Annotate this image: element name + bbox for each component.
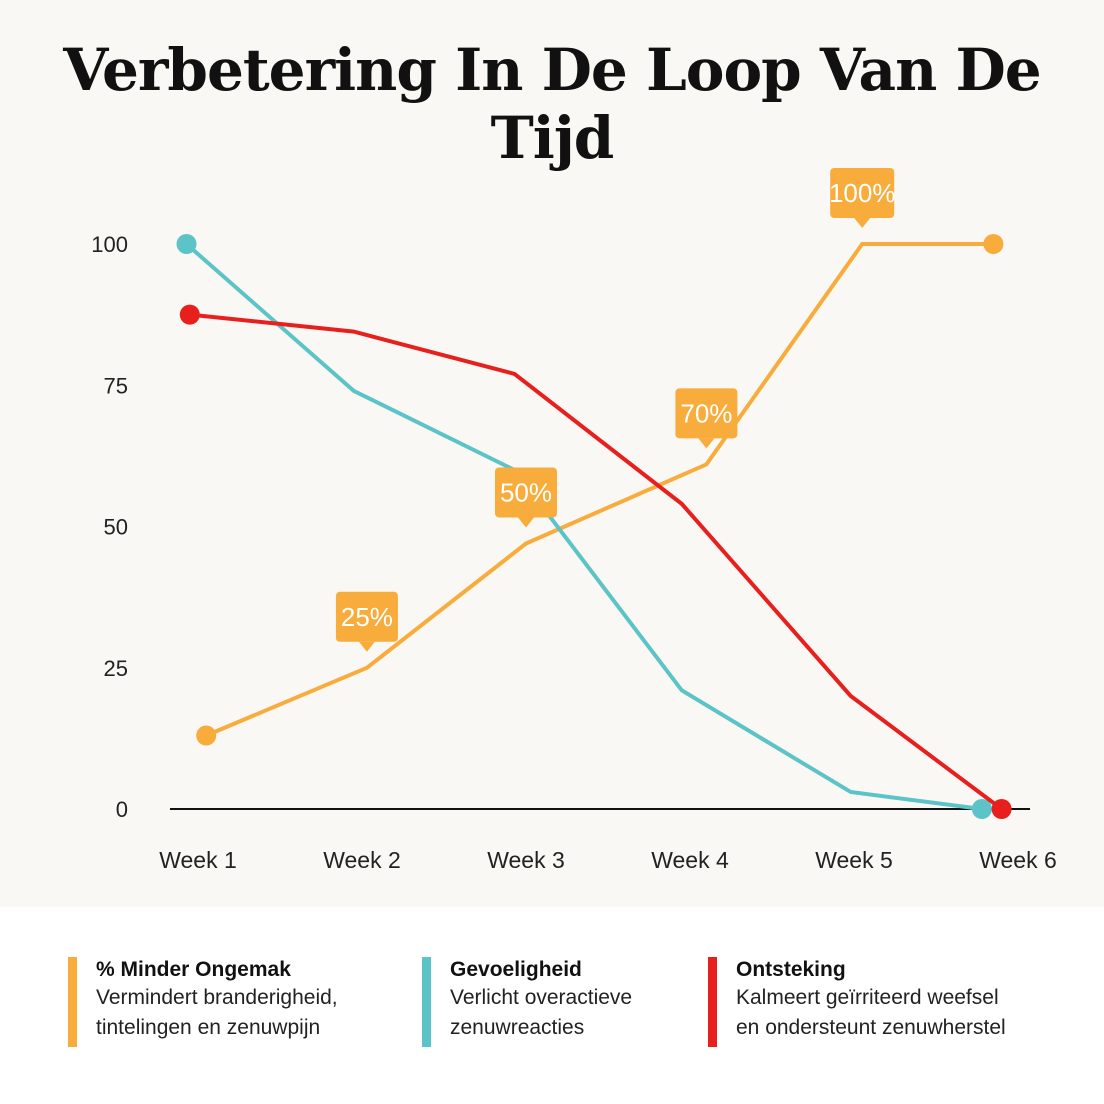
callout-label: 25% <box>341 602 393 632</box>
chart-area: Verbetering In De Loop Van De Tijd 0 25 50… <box>0 0 1104 907</box>
legend-name: Gevoeligheid <box>450 958 582 981</box>
series-end-point-inflammation <box>991 799 1012 819</box>
callout-box <box>495 467 557 518</box>
x-tick-label: Week 6 <box>979 847 1057 873</box>
series-start-point-inflammation <box>179 304 200 325</box>
y-tick-label: 75 <box>104 373 128 398</box>
series-end-point-sensitivity <box>971 799 992 819</box>
legend-description-line-1: Kalmeert geïrriteerd weefsel <box>736 986 999 1009</box>
y-tick-label: 100 <box>91 232 128 257</box>
legend-description-line-2: en ondersteunt zenuwherstel <box>736 1016 1006 1039</box>
callout-pointer <box>358 641 375 652</box>
series-line-inflammation <box>189 312 1003 811</box>
x-tick-label: Week 3 <box>487 847 565 873</box>
y-tick-label: 25 <box>104 656 128 681</box>
y-tick-label: 50 <box>104 515 128 540</box>
x-tick-label: Week 5 <box>815 847 893 873</box>
legend-swatch-discomfort <box>68 957 77 1047</box>
callout-box <box>830 168 895 218</box>
series-start-point-discomfort <box>196 725 217 746</box>
y-tick-label: 0 <box>116 797 128 822</box>
x-tick-label: Week 1 <box>159 847 237 873</box>
chart-title: Verbetering In De Loop Van De Tijd <box>63 36 1041 172</box>
line-chart: 0 25 50 75 100 Week 1 Week 2 Week 3 Week 4 Week 5… <box>91 168 1057 873</box>
legend-description-line-1: Vermindert branderigheid, <box>96 986 338 1009</box>
callout-label: 50% <box>500 477 552 507</box>
callout-pointer <box>854 218 871 228</box>
series-line-sensitivity <box>185 242 983 811</box>
legend-name: % Minder Ongemak <box>96 958 291 981</box>
legend-swatch-inflammation <box>708 957 717 1047</box>
x-tick-label: Week 2 <box>323 847 401 873</box>
callout-pointer <box>698 438 715 449</box>
callout-box <box>675 388 738 439</box>
series-start-point-sensitivity <box>176 234 197 254</box>
legend-description-line-2: zenuwreacties <box>450 1016 585 1039</box>
legend-swatch-sensitivity <box>422 957 431 1047</box>
callout-pointer <box>518 517 534 528</box>
legend-description-line-1: Verlicht overactieve <box>450 986 633 1009</box>
series-line-discomfort <box>205 242 994 738</box>
legend: % Minder Ongemak Vermindert branderighei… <box>0 907 1104 1104</box>
callout-label: 100% <box>829 178 896 208</box>
series-end-point-discomfort <box>983 234 1004 254</box>
legend-description-line-2: tintelingen en zenuwpijn <box>96 1016 321 1039</box>
callout-label: 70% <box>680 398 732 428</box>
x-tick-label: Week 4 <box>651 847 729 873</box>
callout-box <box>335 591 398 642</box>
legend-name: Ontsteking <box>736 958 846 981</box>
